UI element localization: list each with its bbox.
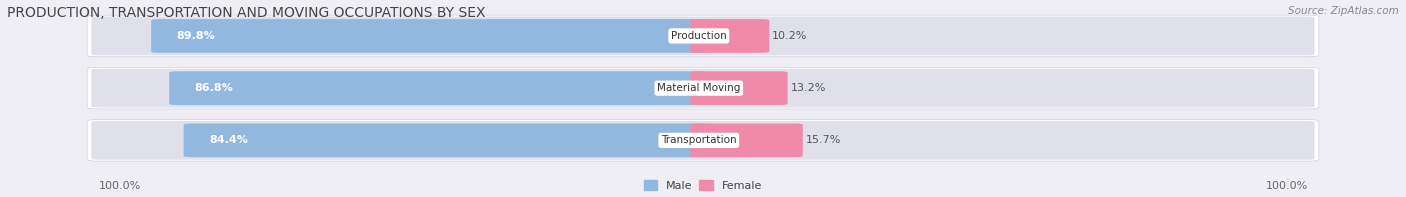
FancyBboxPatch shape bbox=[91, 17, 1315, 55]
Text: Production: Production bbox=[671, 31, 727, 41]
Text: Transportation: Transportation bbox=[661, 135, 737, 145]
FancyBboxPatch shape bbox=[690, 71, 787, 105]
FancyBboxPatch shape bbox=[152, 19, 707, 53]
FancyBboxPatch shape bbox=[169, 71, 707, 105]
Text: 10.2%: 10.2% bbox=[772, 31, 807, 41]
FancyBboxPatch shape bbox=[91, 69, 1315, 108]
FancyBboxPatch shape bbox=[184, 124, 707, 157]
FancyBboxPatch shape bbox=[87, 15, 1319, 57]
Text: 15.7%: 15.7% bbox=[806, 135, 841, 145]
Text: 86.8%: 86.8% bbox=[194, 83, 233, 93]
Text: 84.4%: 84.4% bbox=[209, 135, 247, 145]
Text: 13.2%: 13.2% bbox=[790, 83, 825, 93]
Text: Material Moving: Material Moving bbox=[657, 83, 741, 93]
Text: 100.0%: 100.0% bbox=[98, 181, 141, 191]
Text: Source: ZipAtlas.com: Source: ZipAtlas.com bbox=[1288, 6, 1399, 16]
Legend: Male, Female: Male, Female bbox=[640, 176, 766, 195]
FancyBboxPatch shape bbox=[87, 120, 1319, 161]
FancyBboxPatch shape bbox=[91, 121, 1315, 160]
Text: PRODUCTION, TRANSPORTATION AND MOVING OCCUPATIONS BY SEX: PRODUCTION, TRANSPORTATION AND MOVING OC… bbox=[7, 6, 485, 20]
Text: 89.8%: 89.8% bbox=[177, 31, 215, 41]
FancyBboxPatch shape bbox=[690, 19, 769, 53]
Text: 100.0%: 100.0% bbox=[1265, 181, 1308, 191]
FancyBboxPatch shape bbox=[690, 124, 803, 157]
FancyBboxPatch shape bbox=[87, 67, 1319, 109]
